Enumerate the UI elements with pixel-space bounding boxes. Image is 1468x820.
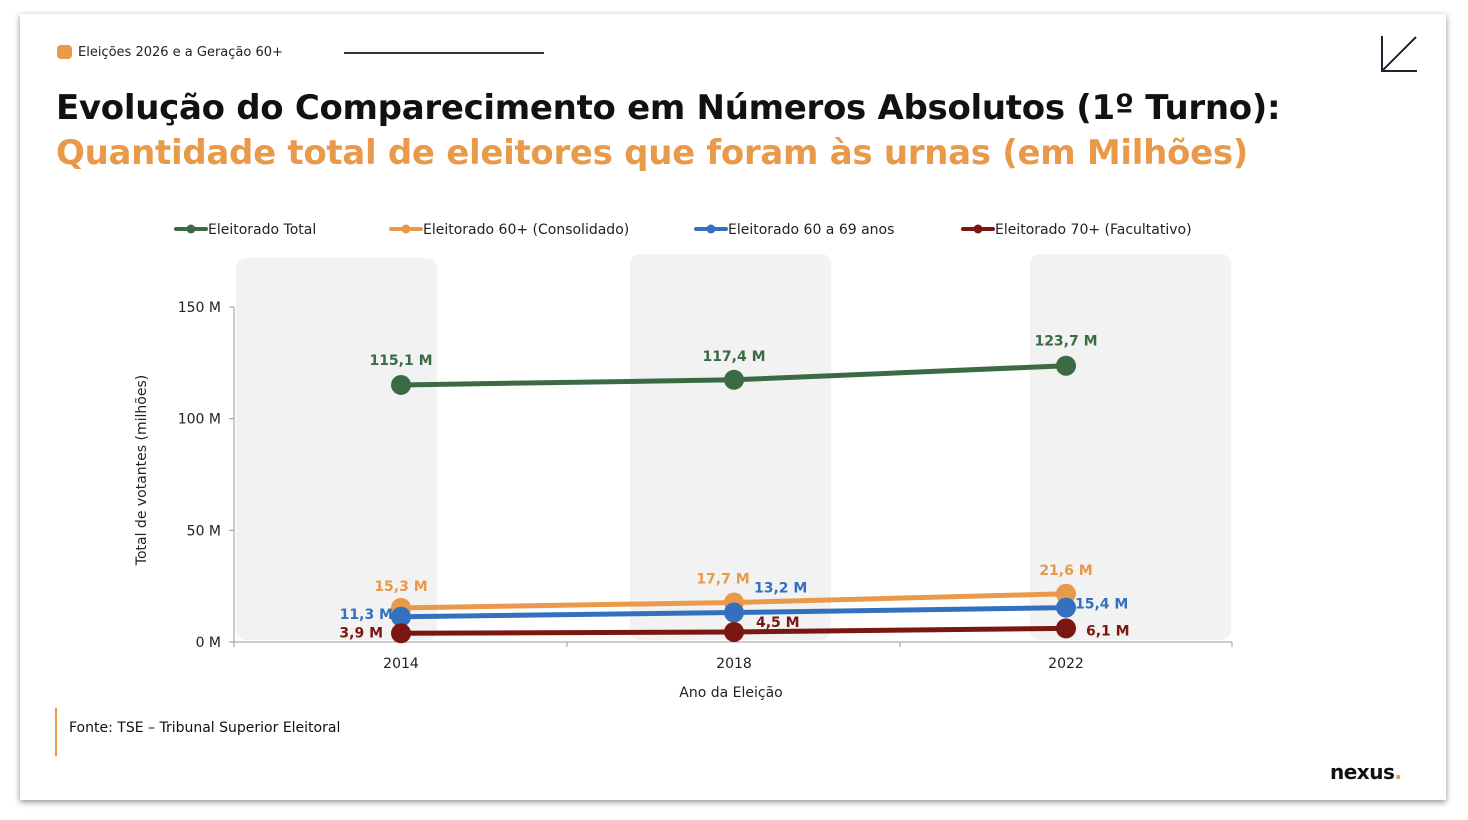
nexus-logo: nexus. bbox=[1330, 760, 1402, 784]
legend-label: Eleitorado 60 a 69 anos bbox=[728, 222, 894, 238]
data-label: 13,2 M bbox=[754, 581, 807, 597]
data-point bbox=[1056, 355, 1076, 376]
category-band bbox=[236, 258, 437, 640]
y-tick-label: 100 M bbox=[178, 412, 221, 428]
divider bbox=[344, 52, 544, 54]
data-point bbox=[391, 606, 411, 627]
x-axis-title: Ano da Eleição bbox=[679, 685, 782, 701]
data-point bbox=[391, 623, 411, 644]
y-tick-label: 50 M bbox=[187, 523, 221, 539]
legend-label: Eleitorado 70+ (Facultativo) bbox=[995, 222, 1192, 238]
data-label: 15,4 M bbox=[1075, 597, 1128, 613]
data-label: 6,1 M bbox=[1086, 623, 1130, 639]
data-label: 21,6 M bbox=[1039, 563, 1092, 579]
page-subtitle: Quantidade total de eleitores que foram … bbox=[56, 133, 1249, 173]
tag-marker bbox=[57, 45, 72, 59]
legend-marker bbox=[706, 224, 716, 234]
source-accent bbox=[55, 708, 57, 756]
legend-marker bbox=[401, 224, 411, 234]
legend-marker bbox=[186, 224, 196, 234]
x-tick-label: 2014 bbox=[383, 656, 419, 672]
category-band bbox=[1030, 254, 1231, 640]
data-label: 117,4 M bbox=[702, 349, 765, 365]
page-title: Evolução do Comparecimento em Números Ab… bbox=[56, 88, 1281, 128]
data-point bbox=[724, 602, 744, 623]
data-point bbox=[724, 621, 744, 642]
y-tick-label: 150 M bbox=[178, 300, 221, 316]
y-axis-title: Total de votantes (milhões) bbox=[134, 375, 150, 566]
legend-marker bbox=[973, 224, 983, 234]
data-point bbox=[1056, 618, 1076, 639]
section-tag: Eleições 2026 e a Geração 60+ bbox=[78, 45, 283, 60]
x-tick-label: 2018 bbox=[716, 656, 752, 672]
data-point bbox=[1056, 583, 1076, 604]
y-tick-label: 0 M bbox=[196, 635, 221, 651]
data-point bbox=[391, 374, 411, 395]
legend-label: Eleitorado Total bbox=[208, 222, 316, 238]
category-band bbox=[630, 254, 831, 640]
source-note: Fonte: TSE – Tribunal Superior Eleitoral bbox=[69, 720, 341, 736]
data-point bbox=[1056, 597, 1076, 618]
x-tick-label: 2022 bbox=[1048, 656, 1084, 672]
arrow-down-left-icon bbox=[1381, 36, 1417, 72]
data-point bbox=[724, 369, 744, 390]
data-label: 4,5 M bbox=[756, 615, 800, 631]
data-label: 3,9 M bbox=[339, 625, 383, 641]
data-label: 115,1 M bbox=[369, 353, 432, 369]
data-label: 11,3 M bbox=[340, 607, 393, 623]
data-label: 15,3 M bbox=[374, 579, 427, 595]
data-label: 123,7 M bbox=[1034, 334, 1097, 350]
legend-label: Eleitorado 60+ (Consolidado) bbox=[423, 222, 629, 238]
data-label: 17,7 M bbox=[696, 571, 749, 587]
